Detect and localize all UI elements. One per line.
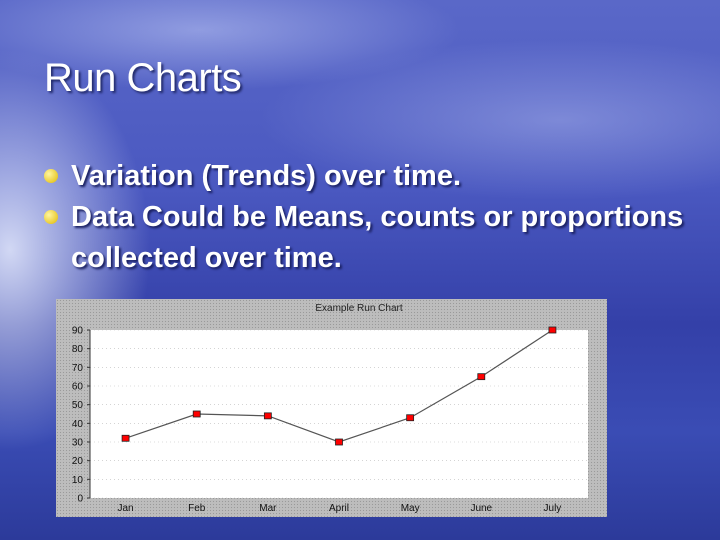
plot-area [90,330,588,498]
data-point [335,438,343,446]
y-tick-label: 60 [72,382,84,393]
x-tick-label: Jan [118,503,134,514]
y-tick-label: 0 [77,494,83,505]
x-tick-label: July [544,503,562,514]
chart-svg: 0 10 20 30 40 50 60 70 80 90 Jan Feb Mar April May June… [72,303,588,514]
run-chart: 0 10 20 30 40 50 60 70 80 90 Jan Feb Mar April May June… [56,299,607,517]
data-point [406,414,415,422]
x-tick-label: Mar [259,503,277,514]
y-tick-label: 20 [72,456,84,467]
x-tick-label: May [401,503,420,514]
chart-title: Example Run Chart [315,303,402,314]
y-tick-label: 70 [72,363,84,374]
bullet-icon [44,169,58,183]
y-tick-label: 40 [72,419,84,430]
x-tick-label: April [329,503,349,514]
bullet-item: Variation (Trends) over time. [44,156,684,197]
slide-title: Run Charts [44,56,242,100]
y-tick-label: 30 [72,438,84,449]
y-tick-label: 80 [72,344,84,355]
y-tick-label: 90 [72,326,84,337]
bullet-item: Data Could be Means, counts or proportio… [44,197,684,279]
bullet-icon [44,210,58,224]
data-point [121,434,130,442]
y-tick-label: 50 [72,400,84,411]
data-point [192,410,201,418]
data-point [263,412,272,420]
x-tick-label: Feb [188,503,206,514]
data-point [477,373,486,381]
data-point [548,326,557,334]
bullet-list: Variation (Trends) over time. Data Could… [44,156,684,279]
y-tick-label: 10 [72,475,84,486]
x-tick-label: June [470,503,492,514]
